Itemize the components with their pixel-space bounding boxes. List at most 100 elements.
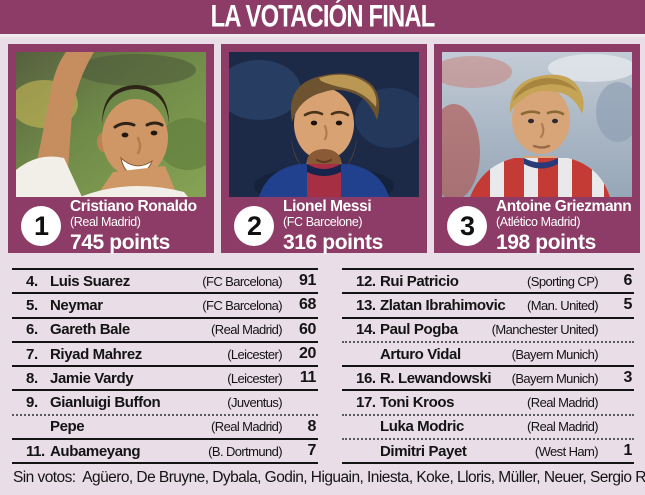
table-row: 17. Toni Kroos (Real Madrid) (342, 391, 634, 416)
player-name-cell: Luka Modric (380, 418, 464, 436)
player-points: 316 points (283, 230, 383, 254)
points-cell: 60 (299, 320, 316, 338)
rank-cell: 14. (356, 321, 376, 339)
table-row: 13. Zlatan Ibrahimovic (Man. United) 5 (342, 294, 634, 319)
player-club-cell: (Juventus) (227, 395, 282, 411)
player-club: (Atlético Madrid) (496, 215, 581, 230)
table-row: Luka Modric (Real Madrid) (342, 416, 634, 441)
podium-card-2: 2 Lionel Messi (FC Barcelone) 316 points (221, 44, 427, 253)
player-name-cell: R. Lewandowski (380, 369, 492, 387)
points-cell: 20 (299, 345, 316, 363)
player-name-cell: Toni Kroos (380, 394, 455, 412)
points-cell: 7 (307, 442, 317, 460)
rank-2-badge: 2 (234, 206, 274, 247)
player-club: (FC Barcelone) (283, 215, 363, 230)
player-club: (Real Madrid) (70, 215, 141, 230)
player-club-cell: (Leicester) (227, 346, 282, 362)
player-name-cell: Dimitri Payet (380, 442, 467, 460)
rank-cell: 12. (356, 272, 376, 290)
player-club-cell: (Real Madrid) (527, 395, 599, 411)
table-row: 7. Riyad Mahrez (Leicester) 20 (12, 343, 318, 368)
rank-cell: 5. (26, 296, 38, 314)
player-club-cell: (Real Madrid) (211, 419, 283, 435)
rank-cell: 16. (356, 369, 376, 387)
player-club-cell: (Man. United) (527, 297, 599, 313)
rank-1-badge: 1 (21, 206, 61, 247)
rank-cell: 6. (26, 321, 38, 339)
rank-cell: 9. (26, 394, 38, 412)
player-club-cell: (Real Madrid) (211, 322, 283, 338)
podium-info-3: 3 Antoine Griezmann (Atlético Madrid) 19… (442, 197, 632, 258)
ranking-column-right: 12. Rui Patricio (Sporting CP) 6 13. Zla… (342, 268, 634, 465)
rank-3-badge: 3 (447, 206, 487, 247)
table-row: 8. Jamie Vardy (Leicester) 11 (12, 367, 318, 392)
player-name-cell: Zlatan Ibrahimovic (380, 296, 506, 314)
table-row: Arturo Vidal (Bayern Munich) (342, 343, 634, 368)
player-name-cell: Rui Patricio (380, 272, 459, 290)
table-row: Pepe (Real Madrid) 8 (12, 416, 318, 441)
player-name-cell: Gareth Bale (50, 321, 130, 339)
table-row: 9. Gianluigi Buffon (Juventus) (12, 391, 318, 416)
rank-cell: 8. (26, 369, 38, 387)
player-points: 198 points (496, 230, 596, 254)
rank-cell: 11. (26, 442, 45, 460)
griezmann-photo (442, 52, 632, 197)
rank-cell: 7. (26, 345, 38, 363)
player-club-cell: (FC Barcelona) (202, 297, 282, 313)
player-club-cell: (Manchester United) (491, 322, 599, 338)
messi-photo (229, 52, 419, 197)
points-cell: 8 (307, 417, 317, 435)
player-name-cell: Arturo Vidal (380, 345, 461, 363)
ronaldo-photo (16, 52, 206, 197)
player-name-cell: Aubameyang (50, 442, 141, 460)
podium-info-1: 1 Cristiano Ronaldo (Real Madrid) 745 po… (16, 197, 206, 258)
player-name-cell: Neymar (50, 296, 103, 314)
player-club-cell: (Sporting CP) (527, 273, 599, 289)
player-club-cell: (Real Madrid) (527, 419, 599, 435)
podium-info-2: 2 Lionel Messi (FC Barcelone) 316 points (229, 197, 419, 258)
title-bar: LA VOTACIÓN FINAL (0, 0, 645, 37)
player-club-cell: (Bayern Munich) (511, 346, 599, 362)
table-row: 5. Neymar (FC Barcelona) 68 (12, 294, 318, 319)
player-club-cell: (West Ham) (534, 443, 599, 459)
points-cell: 6 (623, 272, 633, 290)
player-name: Cristiano Ronaldo (70, 198, 197, 215)
points-cell: 3 (623, 369, 633, 387)
table-row: 12. Rui Patricio (Sporting CP) 6 (342, 270, 634, 295)
table-row: 4. Luis Suarez (FC Barcelona) 91 (12, 270, 318, 295)
no-votes-note: Sin votos: Agüero, De Bruyne, Dybala, Go… (13, 469, 645, 487)
no-votes-players: Agüero, De Bruyne, Dybala, Godin, Higuai… (82, 469, 645, 486)
table-row: 14. Paul Pogba (Manchester United) (342, 319, 634, 343)
player-name-cell: Riyad Mahrez (50, 345, 142, 363)
rank-cell: 13. (356, 296, 376, 314)
ranking-column-left: 4. Luis Suarez (FC Barcelona) 91 5. Neym… (12, 268, 318, 465)
no-votes-label: Sin votos: (13, 469, 76, 486)
page-title: LA VOTACIÓN FINAL (210, 0, 436, 34)
podium-card-3: 3 Antoine Griezmann (Atlético Madrid) 19… (434, 44, 640, 253)
table-row: 11. Aubameyang (B. Dortmund) 7 (12, 440, 318, 465)
podium-card-1: 1 Cristiano Ronaldo (Real Madrid) 745 po… (8, 44, 214, 253)
player-club-cell: (B. Dortmund) (208, 443, 282, 459)
player-name: Antoine Griezmann (496, 198, 632, 215)
ranking-table: 4. Luis Suarez (FC Barcelona) 91 5. Neym… (12, 268, 634, 465)
player-club-cell: (FC Barcelona) (202, 273, 282, 289)
points-cell: 68 (299, 296, 316, 314)
player-name-cell: Gianluigi Buffon (50, 394, 161, 412)
rank-cell: 17. (356, 394, 376, 412)
player-name-cell: Luis Suarez (50, 272, 130, 290)
podium-cards: 1 Cristiano Ronaldo (Real Madrid) 745 po… (8, 44, 640, 253)
table-row: Dimitri Payet (West Ham) 1 (342, 440, 634, 465)
points-cell: 11 (299, 369, 317, 387)
player-name: Lionel Messi (283, 198, 372, 215)
rank-cell: 4. (26, 272, 38, 290)
player-name-cell: Paul Pogba (380, 321, 458, 339)
table-row: 16. R. Lewandowski (Bayern Munich) 3 (342, 367, 634, 392)
player-club-cell: (Leicester) (227, 370, 282, 386)
player-name-cell: Pepe (50, 418, 85, 436)
points-cell: 1 (623, 442, 633, 460)
points-cell: 5 (623, 296, 633, 314)
player-points: 745 points (70, 230, 170, 254)
points-cell: 91 (299, 272, 316, 290)
player-name-cell: Jamie Vardy (50, 369, 134, 387)
